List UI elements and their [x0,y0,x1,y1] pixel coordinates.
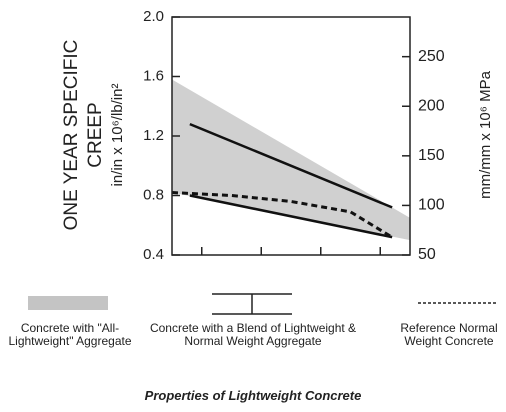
band [172,79,410,241]
legend-label: Concrete with a Blend of Lightweight & N… [149,321,357,348]
y2-tick-label: 50 [418,246,436,263]
y2-tick-label: 100 [418,197,445,214]
y-tick-label: 0.8 [143,186,164,203]
legend-label: Concrete with "All-Lightweight" Aggregat… [8,321,132,348]
legend-swatch [28,296,108,310]
y-tick-label: 0.4 [143,246,164,263]
y-tick-label: 2.0 [143,8,164,25]
y2-tick-label: 200 [418,97,445,114]
y-tick-label: 1.6 [143,67,164,84]
y-label-units: in/in x 10⁶/lb/in² [109,84,126,187]
y-tick-label: 1.2 [143,127,164,144]
legend-swatch [212,293,292,315]
line [189,122,393,209]
line [189,194,393,239]
y2-tick-label: 250 [418,48,445,65]
y-label: CREEP [85,102,106,167]
caption: Properties of Lightweight Concrete [144,388,362,403]
chart: ONE YEAR SPECIFIC CREEP in/in x 10⁶/lb/i… [61,8,494,263]
y2-label: mm/mm x 10⁶ MPa [477,70,494,199]
y2-tick-label: 150 [418,147,445,164]
legend: Concrete with "All-Lightweight" Aggregat… [0,292,506,372]
legend-label: Reference Normal Weight Concrete [400,321,498,348]
legend-swatch [418,302,498,304]
y-label: ONE YEAR SPECIFIC [61,40,82,231]
